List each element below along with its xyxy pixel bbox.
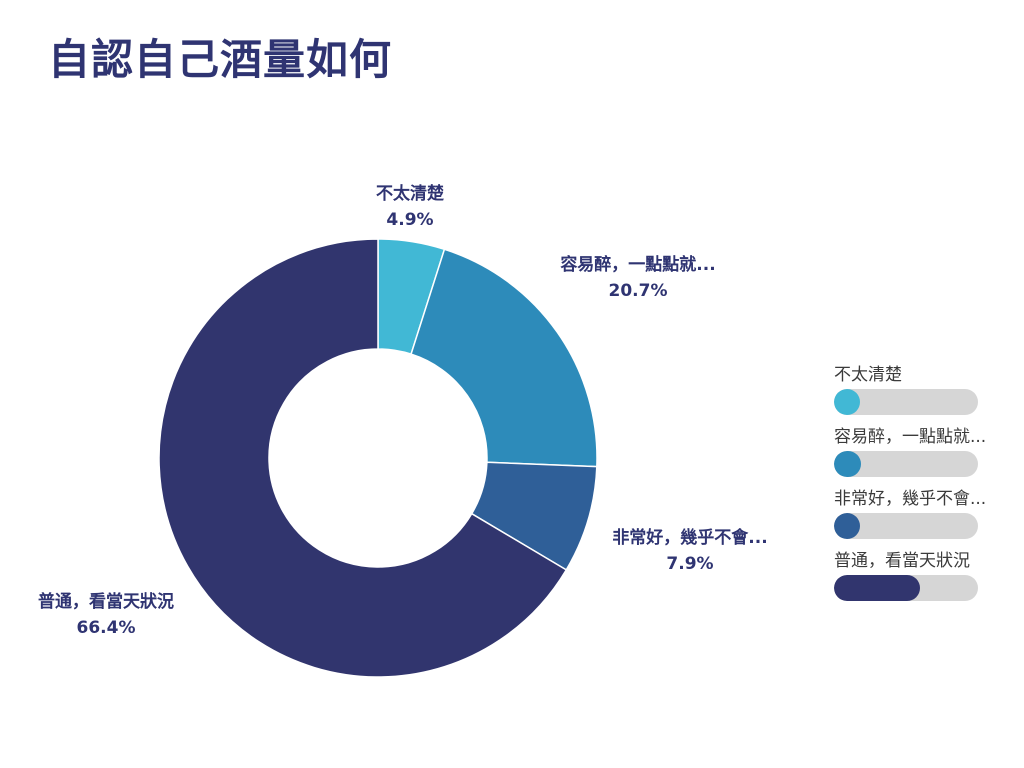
slice-label: 普通，看當天狀況	[38, 591, 174, 612]
slice-label: 容易醉，一點點就...	[560, 254, 715, 275]
legend-item: 普通，看當天狀況	[834, 550, 1020, 612]
legend-bar-fill	[834, 575, 921, 601]
legend-bar-track	[834, 389, 978, 415]
legend-bar-track	[834, 513, 978, 539]
legend-item: 不太清楚	[834, 364, 1020, 426]
legend-item: 容易醉，一點點就...	[834, 426, 1020, 488]
slice-value-label: 7.9%	[666, 554, 713, 574]
slice-value-label: 20.7%	[609, 281, 668, 301]
legend-item: 非常好，幾乎不會...	[834, 488, 1020, 550]
legend-label: 非常好，幾乎不會...	[834, 489, 987, 509]
slice-label: 非常好，幾乎不會...	[612, 527, 767, 548]
slice-label: 不太清楚	[376, 183, 445, 204]
legend-bar-fill	[834, 389, 860, 415]
chart-title: 自認自己酒量如何	[48, 35, 393, 84]
legend: 不太清楚容易醉，一點點就... 非常好，幾乎不會... 普通，看當天狀況	[834, 364, 1020, 612]
legend-bar-track	[834, 575, 978, 601]
slice-value-label: 66.4%	[77, 618, 136, 638]
legend-bar-fill	[834, 451, 861, 477]
legend-bar-track	[834, 451, 978, 477]
slice-value-label: 4.9%	[386, 210, 433, 230]
legend-label: 普通，看當天狀況	[834, 551, 970, 571]
legend-bar-fill	[834, 513, 860, 539]
legend-label: 不太清楚	[834, 365, 902, 385]
pie-slice	[410, 248, 598, 468]
pie-slice	[158, 238, 568, 678]
legend-label: 容易醉，一點點就...	[834, 427, 987, 447]
